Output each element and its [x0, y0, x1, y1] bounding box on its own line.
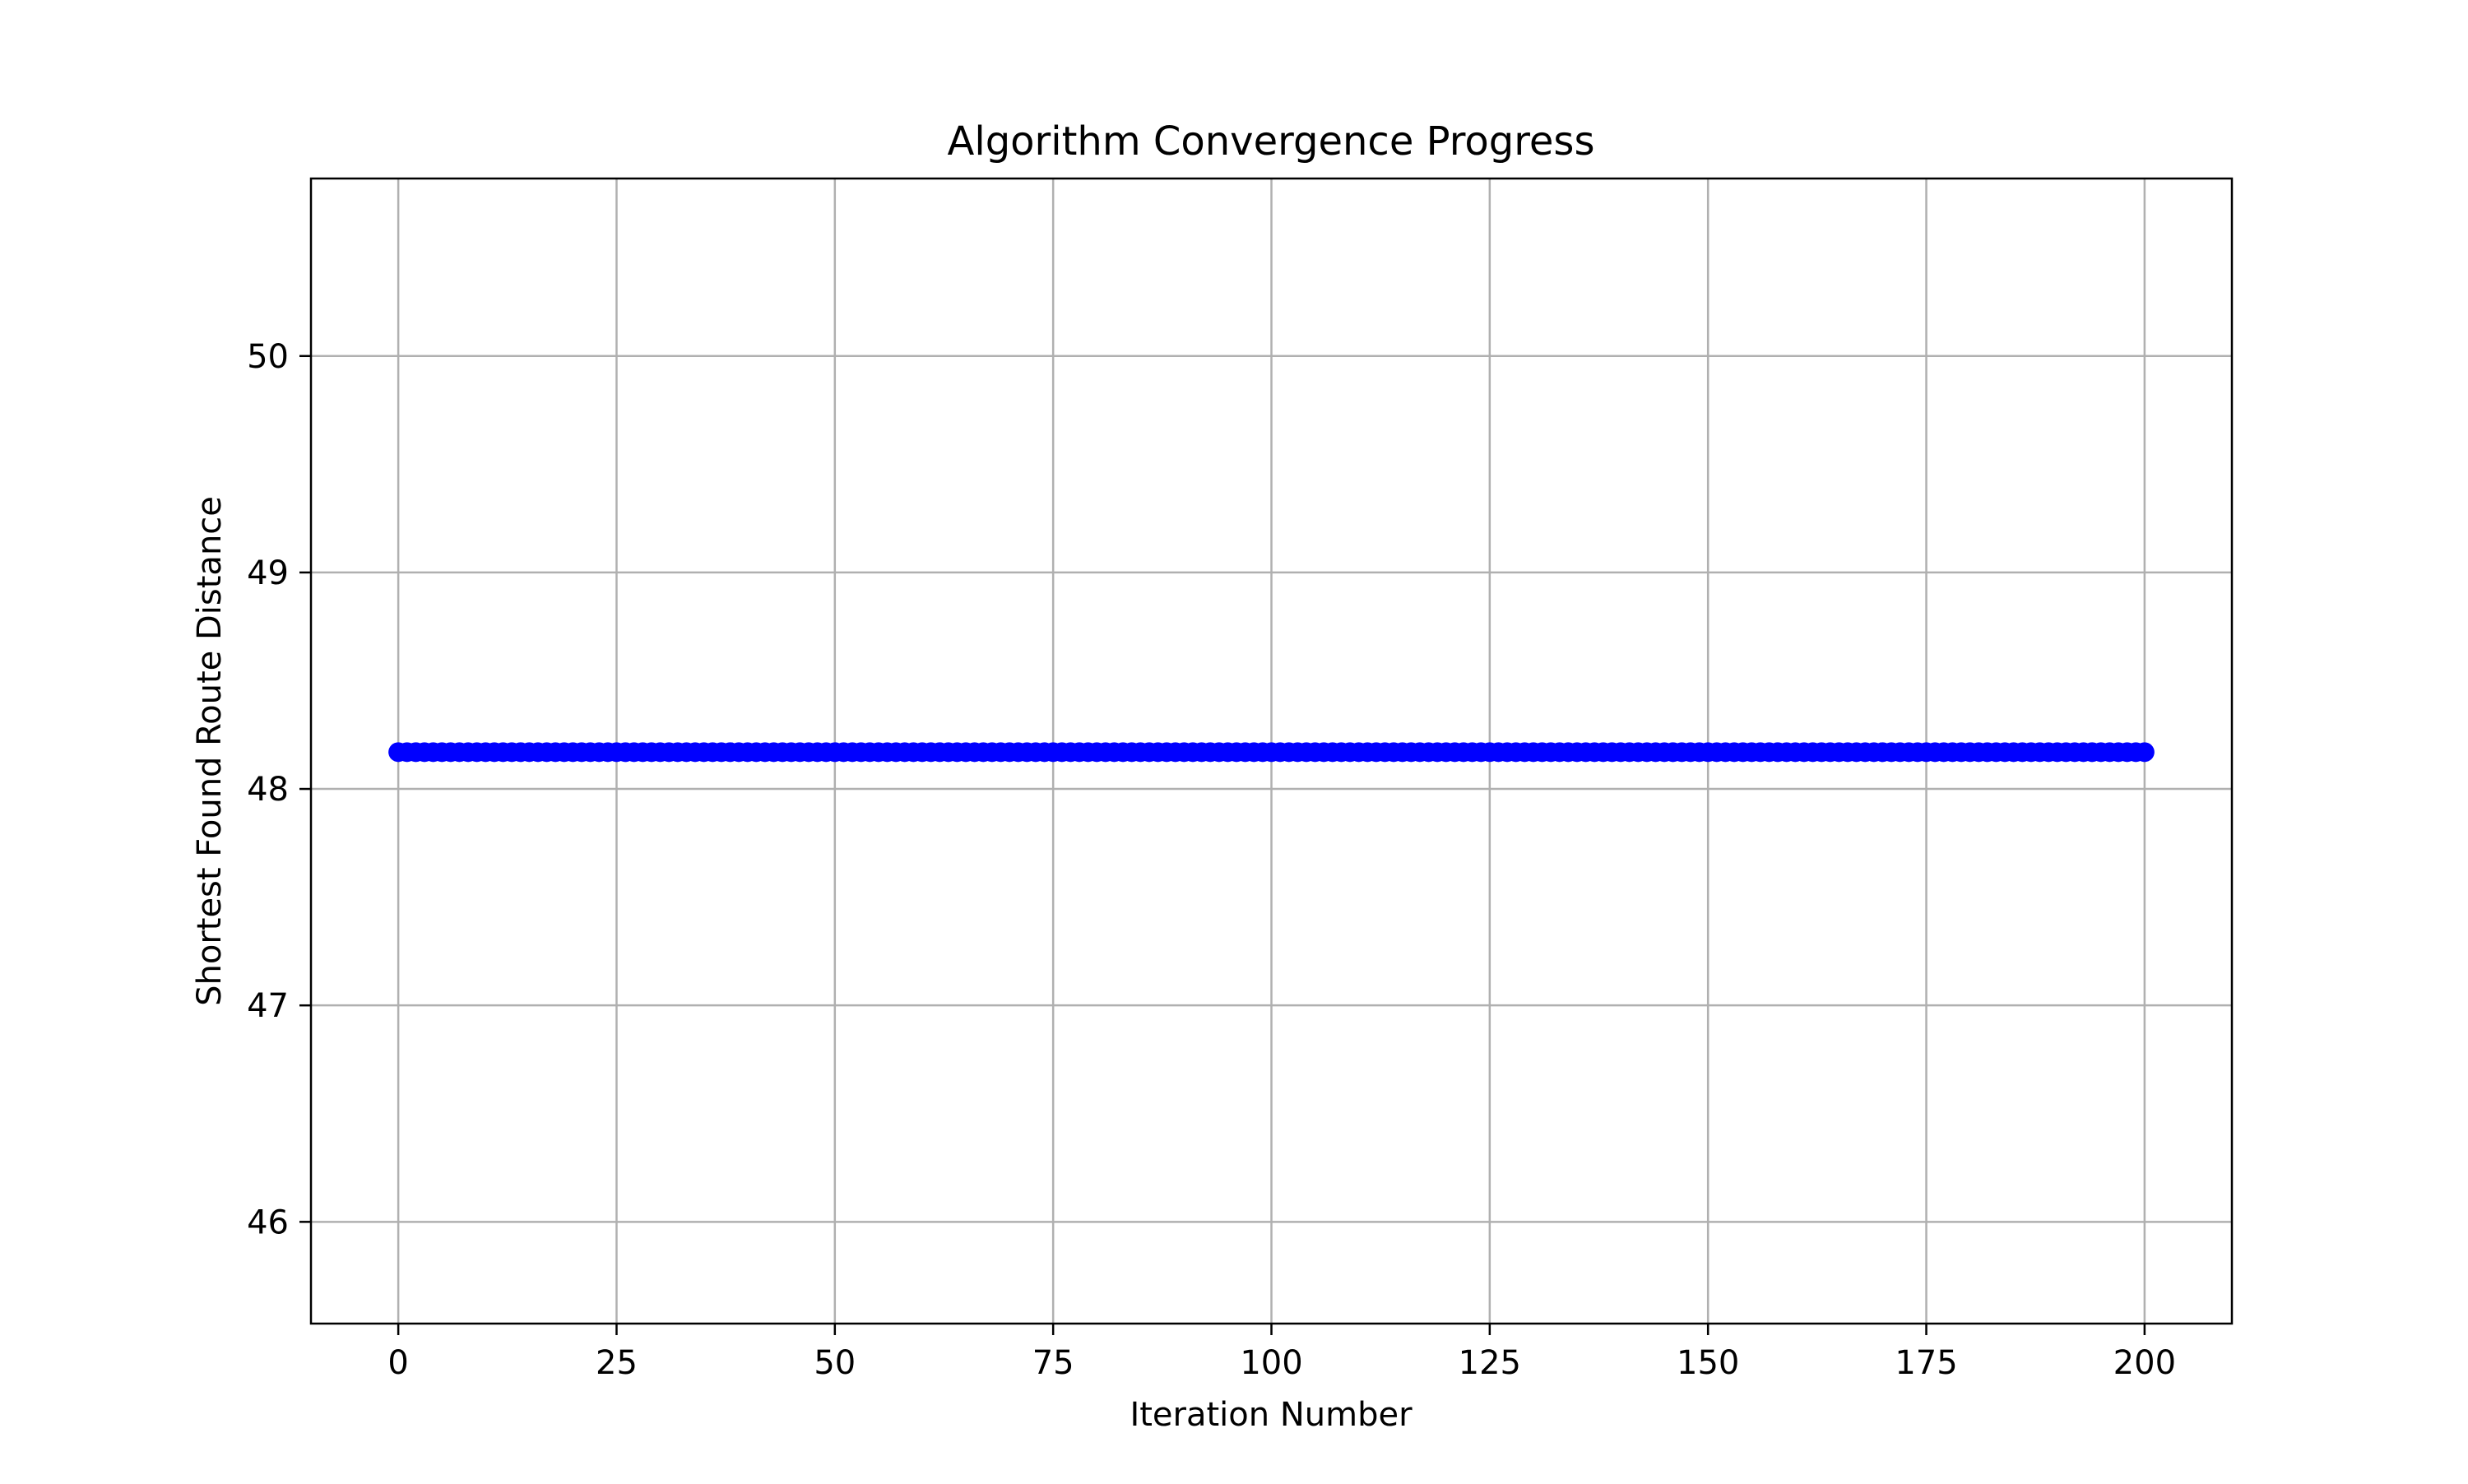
x-tick-label: 0 [387, 1344, 408, 1382]
y-tick-label: 47 [247, 987, 289, 1025]
y-tick-label: 49 [247, 554, 289, 592]
x-tick-label: 25 [596, 1344, 638, 1382]
x-tick-label: 150 [1677, 1344, 1739, 1382]
x-tick-label: 200 [2113, 1344, 2176, 1382]
x-axis-label: Iteration Number [1130, 1396, 1413, 1434]
y-axis-label: Shortest Found Route Distance [191, 496, 229, 1006]
x-tick-label: 175 [1895, 1344, 1957, 1382]
y-tick-label: 46 [247, 1203, 289, 1241]
y-tick-label: 48 [247, 771, 289, 809]
x-tick-label: 100 [1240, 1344, 1302, 1382]
x-tick-label: 75 [1032, 1344, 1074, 1382]
data-layer [388, 742, 2155, 763]
data-point [2134, 742, 2155, 763]
chart-title: Algorithm Convergence Progress [948, 118, 1595, 165]
tick-layer: 0 25 50 75 100 125 150 175 200 46 47 48 49 50 [247, 338, 2176, 1382]
y-tick-label: 50 [247, 338, 289, 376]
x-tick-label: 125 [1459, 1344, 1521, 1382]
x-tick-label: 50 [814, 1344, 856, 1382]
